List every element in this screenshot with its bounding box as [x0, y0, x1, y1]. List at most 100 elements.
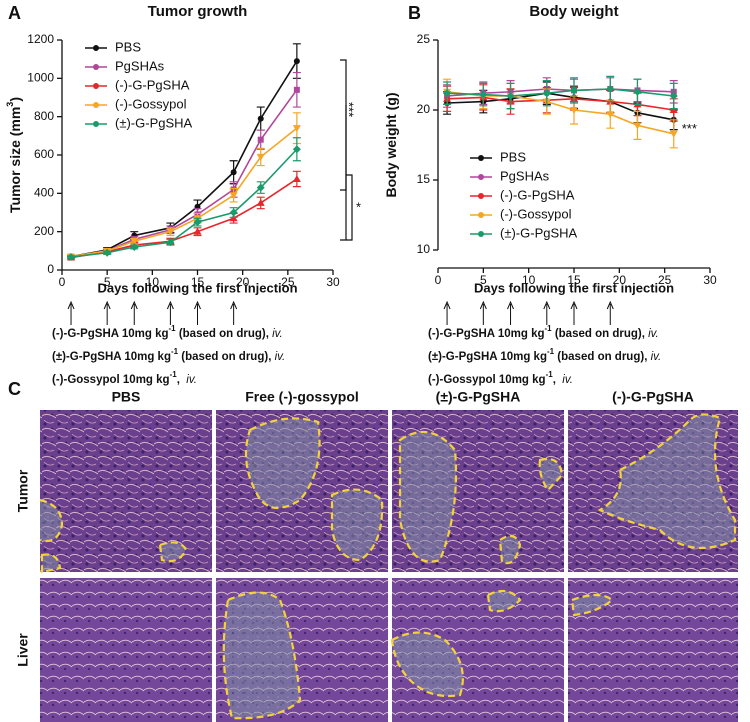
- dosing-sup: -1: [169, 324, 177, 333]
- injection-arrow: [570, 300, 578, 325]
- y-tick-label: 0: [47, 262, 54, 276]
- injection-arrow: [194, 300, 201, 325]
- legend-marker: [93, 45, 99, 51]
- legend-label: (±)-G-PgSHA: [500, 225, 578, 240]
- legend-label: (-)-G-PgSHA: [115, 77, 190, 92]
- dosing-sup: -1: [171, 347, 179, 356]
- marker: [257, 136, 264, 143]
- marker: [229, 192, 238, 200]
- panel-label: C: [8, 379, 21, 399]
- dosing-note: ,: [177, 374, 187, 386]
- marker: [130, 243, 139, 251]
- region-outlines: [39, 413, 737, 720]
- dosing-route: iv.: [272, 328, 283, 340]
- dosing-sup: -1: [545, 324, 553, 333]
- marker: [166, 238, 175, 247]
- series-line: [70, 148, 298, 258]
- legend-marker: [478, 155, 484, 161]
- injection-arrow: [230, 300, 238, 325]
- y-tick-label: 400: [34, 186, 54, 200]
- series-line: [70, 60, 298, 258]
- marker: [193, 227, 202, 235]
- x-tick-label: 25: [281, 275, 295, 289]
- marker: [606, 111, 615, 119]
- y-tick-label: 600: [34, 147, 54, 161]
- legend-marker: [93, 64, 99, 70]
- dosing-sup: -1: [547, 347, 555, 356]
- marker: [67, 252, 76, 261]
- injection-arrow: [166, 300, 174, 325]
- dosing-text: (±)-G-PgSHA 10mg kg-1 (based on drug), i…: [52, 347, 285, 363]
- annotation: *: [356, 199, 361, 214]
- marker: [570, 107, 578, 114]
- marker: [542, 89, 551, 98]
- y-tick-label: 200: [34, 224, 54, 238]
- marker: [443, 89, 452, 98]
- legend-marker: [478, 212, 484, 218]
- injection-arrow: [479, 300, 487, 325]
- dosing-route: iv.: [648, 328, 659, 340]
- dosing-drug: (-)-Gossypol 10mg kg: [52, 374, 170, 386]
- marker: [633, 122, 642, 130]
- legend-label: PgSHAs: [115, 58, 165, 73]
- column-label: PBS: [112, 389, 141, 405]
- dosing-note: ,: [553, 374, 563, 386]
- marker: [606, 85, 615, 93]
- panel-label: B: [408, 3, 421, 23]
- series-line: [447, 88, 674, 97]
- legend-label: (-)-Gossypol: [500, 206, 572, 221]
- marker: [293, 86, 300, 93]
- dosing-sup: -1: [170, 370, 178, 379]
- injection-arrow: [103, 300, 111, 325]
- dosing-note: (based on drug),: [552, 328, 648, 340]
- legend-marker: [93, 102, 99, 108]
- x-tick-label: 30: [703, 273, 717, 287]
- y-tick-label: 1000: [27, 71, 54, 85]
- x-tick-label: 5: [480, 273, 487, 287]
- legend-label: PBS: [500, 149, 526, 164]
- dosing-drug: (-)-G-PgSHA 10mg kg: [428, 328, 545, 340]
- column-label: (±)-G-PgSHA: [436, 389, 521, 405]
- marker: [669, 130, 678, 138]
- injection-arrow: [443, 300, 451, 325]
- marker: [669, 106, 678, 113]
- marker: [103, 248, 112, 257]
- legend-marker: [478, 193, 484, 199]
- dosing-route: iv.: [275, 351, 286, 363]
- marker: [230, 169, 237, 176]
- series-line: [447, 96, 674, 111]
- y-tick-label: 15: [417, 172, 431, 186]
- legend-label: PgSHAs: [500, 168, 550, 183]
- dosing-note: (based on drug),: [176, 328, 272, 340]
- column-label: (-)-G-PgSHA: [612, 389, 694, 405]
- y-tick-label: 1200: [27, 32, 54, 46]
- marker: [166, 228, 175, 236]
- histology-panel: [39, 410, 738, 722]
- marker: [570, 86, 578, 95]
- series-line: [446, 91, 674, 135]
- annotation: ***: [682, 121, 697, 136]
- y-tick-label: 20: [417, 102, 431, 116]
- dosing-drug: (±)-G-PgSHA 10mg kg: [52, 351, 171, 363]
- legend-marker: [93, 121, 99, 127]
- x-axis-label: Days following the first injection: [474, 280, 674, 295]
- chart-title: Tumor growth: [148, 3, 248, 20]
- marker: [257, 115, 264, 122]
- x-axis-label: Days following the first injection: [97, 280, 297, 295]
- x-tick-label: 15: [191, 275, 205, 289]
- dosing-text: (-)-Gossypol 10mg kg-1, iv.: [52, 370, 197, 386]
- x-tick-label: 0: [435, 273, 442, 287]
- y-axis-label: Tumor size (mm3): [5, 97, 22, 213]
- series-line: [70, 178, 298, 259]
- dosing-drug: (±)-G-PgSHA 10mg kg: [428, 351, 547, 363]
- marker: [193, 218, 202, 227]
- dosing-drug: (-)-G-PgSHA 10mg kg: [52, 328, 169, 340]
- marker: [669, 92, 678, 100]
- dosing-text: (-)-Gossypol 10mg kg-1, iv.: [428, 370, 573, 386]
- dosing-drug: (-)-Gossypol 10mg kg: [428, 374, 546, 386]
- dosing-sup: -1: [546, 370, 554, 379]
- y-axis-label-end: ): [7, 97, 23, 102]
- image: [40, 578, 212, 722]
- dosing-route: iv.: [651, 351, 662, 363]
